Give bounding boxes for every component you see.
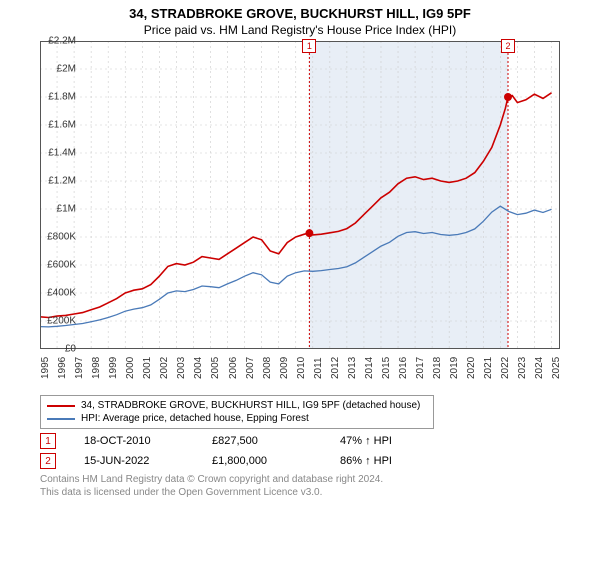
- x-axis-tick: 2002: [159, 357, 170, 379]
- x-axis-tick: 2003: [176, 357, 187, 379]
- legend-swatch: [47, 405, 75, 407]
- x-axis-tick: 2010: [296, 357, 307, 379]
- y-axis-tick: £1.8M: [48, 92, 76, 103]
- x-axis-tick: 2017: [415, 357, 426, 379]
- x-axis-tick: 2005: [210, 357, 221, 379]
- x-axis-tick: 2006: [228, 357, 239, 379]
- y-axis-tick: £200K: [47, 316, 76, 327]
- sale-date: 15-JUN-2022: [84, 455, 184, 467]
- y-axis-tick: £600K: [47, 260, 76, 271]
- y-axis-tick: £0: [65, 344, 76, 355]
- legend-item: 34, STRADBROKE GROVE, BUCKHURST HILL, IG…: [47, 399, 427, 412]
- sale-row: 1 18-OCT-2010 £827,500 47% ↑ HPI: [40, 433, 600, 449]
- sale-price: £827,500: [212, 435, 312, 447]
- x-axis-tick: 1997: [74, 357, 85, 379]
- x-axis-tick: 2021: [483, 357, 494, 379]
- footer-line: Contains HM Land Registry data © Crown c…: [40, 474, 383, 485]
- footer-line: This data is licensed under the Open Gov…: [40, 487, 322, 498]
- sale-marker: 1: [40, 433, 56, 449]
- y-axis-tick: £1M: [57, 204, 76, 215]
- y-axis-tick: £1.2M: [48, 176, 76, 187]
- y-axis-tick: £400K: [47, 288, 76, 299]
- x-axis-tick: 2013: [347, 357, 358, 379]
- legend-label: HPI: Average price, detached house, Eppi…: [81, 413, 309, 424]
- sale-marker: 2: [40, 453, 56, 469]
- sale-date: 18-OCT-2010: [84, 435, 184, 447]
- x-axis-tick: 2009: [279, 357, 290, 379]
- x-axis-tick: 2008: [262, 357, 273, 379]
- sale-hpi-delta: 86% ↑ HPI: [340, 455, 392, 467]
- x-axis-tick: 2007: [245, 357, 256, 379]
- x-axis-tick: 2020: [466, 357, 477, 379]
- x-axis-tick: 2014: [364, 357, 375, 379]
- x-axis-tick: 2019: [449, 357, 460, 379]
- legend-label: 34, STRADBROKE GROVE, BUCKHURST HILL, IG…: [81, 400, 420, 411]
- x-axis-tick: 1999: [108, 357, 119, 379]
- x-axis-tick: 1998: [91, 357, 102, 379]
- sale-row: 2 15-JUN-2022 £1,800,000 86% ↑ HPI: [40, 453, 600, 469]
- legend-swatch: [47, 418, 75, 420]
- x-axis-tick: 2011: [313, 357, 324, 379]
- x-axis-tick: 1996: [57, 357, 68, 379]
- x-axis-tick: 2012: [330, 357, 341, 379]
- y-axis-tick: £800K: [47, 232, 76, 243]
- y-axis-tick: £1.4M: [48, 148, 76, 159]
- page-subtitle: Price paid vs. HM Land Registry's House …: [0, 23, 600, 37]
- footer: Contains HM Land Registry data © Crown c…: [40, 473, 600, 499]
- x-axis-tick: 2001: [142, 357, 153, 379]
- legend-item: HPI: Average price, detached house, Eppi…: [47, 412, 427, 425]
- x-axis-tick: 2015: [381, 357, 392, 379]
- sale-marker-chart: 2: [501, 39, 515, 53]
- x-axis-tick: 2016: [398, 357, 409, 379]
- sale-marker-chart: 1: [302, 39, 316, 53]
- price-chart: [40, 41, 560, 349]
- x-axis-tick: 2025: [551, 357, 562, 379]
- legend-box: 34, STRADBROKE GROVE, BUCKHURST HILL, IG…: [40, 395, 434, 429]
- sale-price: £1,800,000: [212, 455, 312, 467]
- y-axis-tick: £2.2M: [48, 36, 76, 47]
- x-axis-tick: 2023: [517, 357, 528, 379]
- x-axis-tick: 2022: [500, 357, 511, 379]
- chart-container: £0 £200K £400K £600K £800K £1M £1.2M £1.4M £1.6M…: [40, 41, 600, 391]
- sale-hpi-delta: 47% ↑ HPI: [340, 435, 392, 447]
- y-axis-tick: £1.6M: [48, 120, 76, 131]
- x-axis-tick: 2018: [432, 357, 443, 379]
- x-axis-tick: 1995: [40, 357, 51, 379]
- x-axis-tick: 2000: [125, 357, 136, 379]
- page-title: 34, STRADBROKE GROVE, BUCKHURST HILL, IG…: [0, 6, 600, 21]
- y-axis-tick: £2M: [57, 64, 76, 75]
- x-axis-tick: 2004: [193, 357, 204, 379]
- x-axis-tick: 2024: [534, 357, 545, 379]
